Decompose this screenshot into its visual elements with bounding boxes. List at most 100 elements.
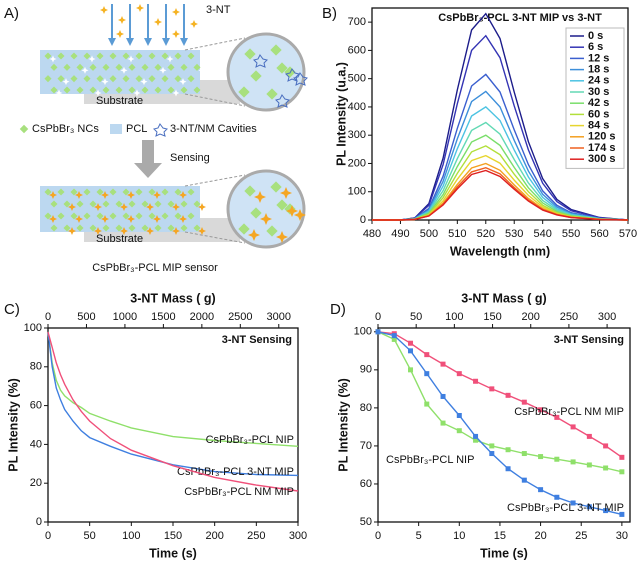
nc-icon <box>193 200 201 208</box>
analyte-icon <box>68 227 76 235</box>
nc-icon <box>76 224 84 232</box>
nc-icon <box>102 224 110 232</box>
analyte-icon <box>260 213 272 225</box>
x-tick-label: 0 <box>45 530 51 542</box>
x-tick-label: 25 <box>575 530 587 542</box>
plot-frame <box>377 327 631 523</box>
marker <box>473 433 479 439</box>
nc-icon <box>96 212 104 220</box>
marker <box>538 454 544 460</box>
x-tick-label: 510 <box>448 228 466 240</box>
analyte-icon <box>120 227 128 235</box>
cavity-icon <box>293 72 308 86</box>
annotation: 3-NT Sensing <box>222 334 292 346</box>
series-line <box>47 331 299 492</box>
nc-icon <box>50 224 58 232</box>
marker <box>603 508 609 514</box>
analyte-icon <box>159 66 167 74</box>
step-arrow-head <box>134 163 162 178</box>
nc-icon <box>187 75 195 83</box>
analyte-icon <box>94 203 102 211</box>
analyte-icon <box>94 227 102 235</box>
analyte-icon <box>294 209 306 221</box>
nc-icon <box>174 188 182 196</box>
y-tick-label: 40 <box>30 438 42 450</box>
analyte-icon <box>140 78 148 86</box>
y-tick-label: 200 <box>348 157 366 169</box>
chart-title: CsPbBr₃-PCL 3-NT MIP vs 3-NT <box>438 12 602 24</box>
series-label: CsPbBr₃-PCL NIP <box>206 434 294 446</box>
analyte-icon <box>75 215 83 223</box>
marker <box>570 500 576 506</box>
nc-icon <box>141 86 149 94</box>
nc-icon <box>148 52 156 60</box>
y-tick-label: 80 <box>360 402 372 414</box>
nc-icon <box>154 224 162 232</box>
nc-icon <box>83 212 91 220</box>
marker <box>521 399 527 405</box>
marker <box>391 336 397 342</box>
arrow-head <box>108 38 116 46</box>
annotation: 3-NT Sensing <box>554 334 624 346</box>
legend-label: 0 s <box>588 30 603 42</box>
analyte-icon <box>49 215 57 223</box>
x-tick-label: 20 <box>534 530 546 542</box>
nc-icon <box>174 75 182 83</box>
legend-label: 30 s <box>588 86 609 98</box>
nc-icon <box>174 212 182 220</box>
marker <box>505 392 511 398</box>
nc-icon <box>63 224 71 232</box>
series-line <box>377 331 623 458</box>
x-tick-label: 30 <box>616 530 628 542</box>
x2-tick-label: 100 <box>445 311 463 323</box>
y-tick-label: 400 <box>348 101 366 113</box>
analyte-icon <box>179 78 187 86</box>
legend-label: 12 s <box>588 52 609 64</box>
legend-label: CsPbBr₃ NCs <box>32 123 99 135</box>
x-tick-label: 5 <box>416 530 422 542</box>
nc-icon <box>102 63 110 71</box>
nc-icon <box>115 86 123 94</box>
analyte-icon <box>55 89 63 97</box>
analyte-icon <box>146 203 154 211</box>
step-label: Sensing <box>170 152 210 164</box>
analyte-icon <box>198 66 206 74</box>
analyte-icon <box>127 191 135 199</box>
y-tick-label: 60 <box>30 400 42 412</box>
nc-icon <box>193 224 201 232</box>
marker <box>554 414 560 420</box>
analyte-icon <box>68 203 76 211</box>
nc-icon <box>148 188 156 196</box>
marker <box>408 340 414 346</box>
nc-icon <box>115 200 123 208</box>
step-arrow <box>142 140 154 164</box>
x-tick-label: 100 <box>122 530 140 542</box>
analyte-icon <box>154 18 162 26</box>
nc-icon <box>115 63 123 71</box>
series-line <box>372 166 629 221</box>
nc-icon <box>266 225 278 237</box>
analyte-icon <box>179 215 187 223</box>
nc-icon <box>102 86 110 94</box>
x-axis-title: Wavelength (nm) <box>450 244 550 258</box>
x2-tick-label: 500 <box>77 311 95 323</box>
x-tick-label: 300 <box>289 530 307 542</box>
panel-label: B) <box>322 5 337 22</box>
marker <box>391 333 397 339</box>
legend-swatch <box>110 124 122 134</box>
analyte-icon <box>75 191 83 199</box>
y-tick-label: 60 <box>360 478 372 490</box>
nc-icon <box>244 185 256 197</box>
series-line <box>377 331 623 516</box>
nc-icon <box>89 200 97 208</box>
y-tick-label: 80 <box>30 361 42 373</box>
analyte-icon <box>127 55 135 63</box>
series-line <box>372 162 629 221</box>
x-tick-label: 150 <box>164 530 182 542</box>
nc-icon <box>135 52 143 60</box>
marker <box>440 420 446 426</box>
y-tick-label: 100 <box>348 186 366 198</box>
analyte-icon <box>116 30 124 38</box>
nc-icon <box>270 181 282 193</box>
nc-icon <box>174 52 182 60</box>
